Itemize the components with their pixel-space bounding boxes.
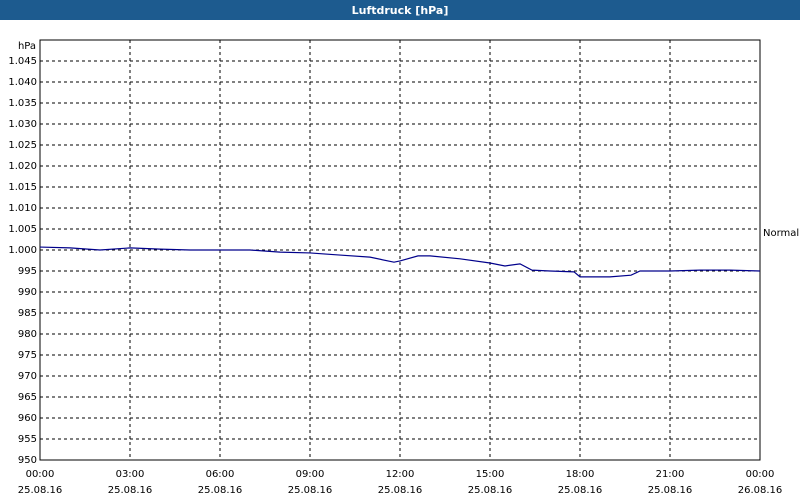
title-bar xyxy=(0,0,800,20)
x-tick-label: 12:00 xyxy=(386,469,415,480)
annotation: Normal xyxy=(763,228,799,239)
x-tick-label: 00:00 xyxy=(26,469,55,480)
x-tick-label: 18:00 xyxy=(566,469,595,480)
y-tick-label: 950 xyxy=(18,455,37,466)
y-tick-label: 1.015 xyxy=(8,182,37,193)
x-tick-label: 09:00 xyxy=(296,469,325,480)
y-tick-label: 1.045 xyxy=(8,56,37,67)
y-tick-label: 970 xyxy=(18,371,37,382)
y-tick-label: 985 xyxy=(18,308,37,319)
x-tick-label: 03:00 xyxy=(116,469,145,480)
y-tick-label: 1.035 xyxy=(8,98,37,109)
x-tick-sublabel: 25.08.16 xyxy=(288,485,333,496)
y-axis-label: hPa xyxy=(18,41,36,52)
y-tick-label: 960 xyxy=(18,413,37,424)
x-tick-sublabel: 25.08.16 xyxy=(18,485,63,496)
chart-title: Luftdruck [hPa] xyxy=(352,4,449,17)
y-tick-label: 990 xyxy=(18,287,37,298)
y-tick-label: 1.000 xyxy=(8,245,37,256)
y-tick-label: 1.020 xyxy=(8,161,37,172)
x-tick-label: 15:00 xyxy=(476,469,505,480)
y-tick-label: 1.010 xyxy=(8,203,37,214)
y-tick-label: 1.025 xyxy=(8,140,37,151)
y-tick-label: 955 xyxy=(18,434,37,445)
data-line xyxy=(39,246,761,278)
x-tick-sublabel: 25.08.16 xyxy=(648,485,693,496)
y-tick-label: 1.040 xyxy=(8,77,37,88)
y-tick-label: 980 xyxy=(18,329,37,340)
y-tick-label: 965 xyxy=(18,392,37,403)
y-tick-label: 1.030 xyxy=(8,119,37,130)
x-tick-sublabel: 25.08.16 xyxy=(378,485,423,496)
x-tick-label: 21:00 xyxy=(656,469,685,480)
x-tick-sublabel: 25.08.16 xyxy=(108,485,153,496)
x-tick-sublabel: 26.08.16 xyxy=(738,485,783,496)
y-tick-label: 995 xyxy=(18,266,37,277)
x-tick-sublabel: 25.08.16 xyxy=(198,485,243,496)
y-tick-label: 1.005 xyxy=(8,224,37,235)
x-tick-label: 06:00 xyxy=(206,469,235,480)
x-tick-label: 00:00 xyxy=(746,469,775,480)
y-tick-label: 975 xyxy=(18,350,37,361)
x-tick-sublabel: 25.08.16 xyxy=(558,485,603,496)
x-tick-sublabel: 25.08.16 xyxy=(468,485,513,496)
